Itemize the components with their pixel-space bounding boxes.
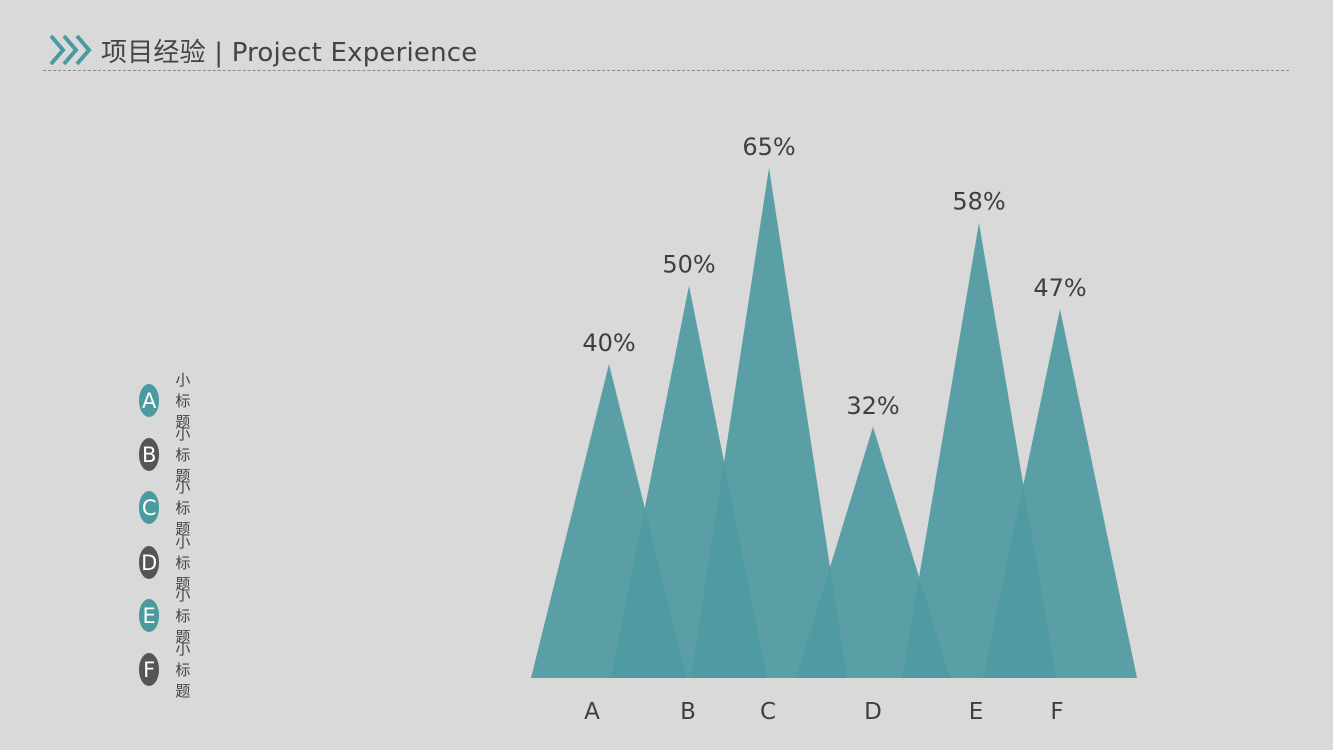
value-label-f: 47% [1033,274,1086,302]
legend-label-c: 小标题 [175,478,191,538]
triangle-d [796,426,950,678]
value-label-c: 65% [742,133,795,161]
legend-badge-a: A [139,384,160,417]
category-label-b: B [680,699,696,725]
legend-badge-e: E [139,599,160,632]
category-label-f: F [1050,699,1063,725]
legend-item-d: D 小标题 [139,531,203,594]
value-label-b: 50% [662,251,715,279]
legend-item-a: A 小标题 [139,369,203,432]
category-label-d: D [864,699,882,725]
legend-label-d: 小标题 [175,533,191,593]
legend-item-c: C 小标题 [139,476,203,539]
value-label-d: 32% [846,392,899,420]
legend-label-a: 小标题 [175,371,191,431]
legend-item-e: E 小标题 [139,584,203,647]
triangle-c [691,167,847,678]
category-label-a: A [584,699,600,725]
legend-item-b: B 小标题 [139,423,203,486]
value-label-e: 58% [952,188,1005,216]
legend-badge-b: B [139,438,160,471]
header-divider [43,70,1289,71]
value-label-a: 40% [582,329,635,357]
legend-label-f: 小标题 [175,640,191,700]
legend-label-e: 小标题 [175,586,191,646]
legend-badge-c: C [139,491,160,524]
legend-badge-f: F [139,653,160,686]
legend-label-b: 小标题 [175,425,191,485]
page-title: 项目经验 | Project Experience [101,37,478,68]
header: 项目经验 | Project Experience [47,30,478,70]
chevrons-icon [49,34,92,66]
category-label-e: E [969,699,984,725]
category-label-c: C [760,699,776,725]
legend-badge-d: D [139,546,160,579]
triangle-f [983,309,1137,678]
legend-item-f: F 小标题 [139,638,203,701]
